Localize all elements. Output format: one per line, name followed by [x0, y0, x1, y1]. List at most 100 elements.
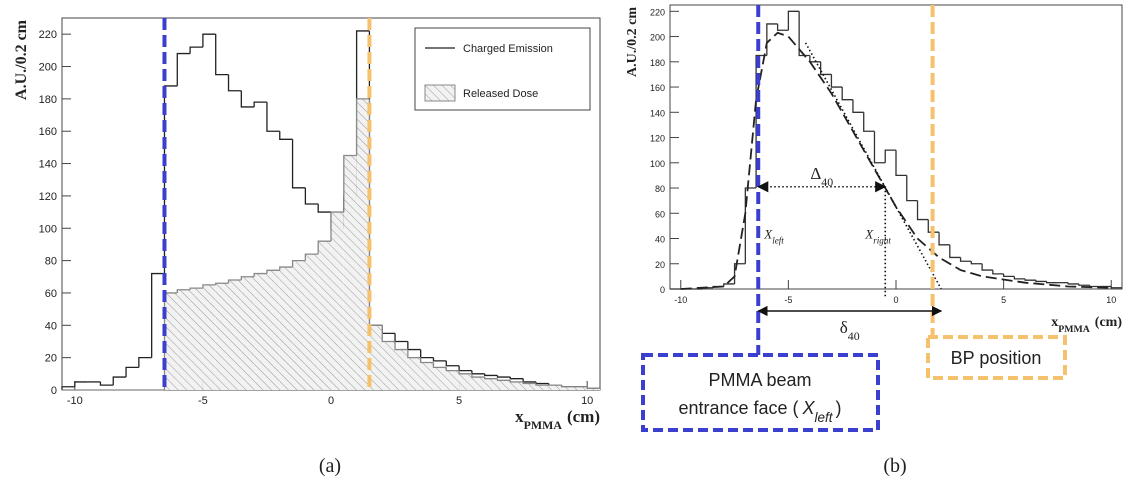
hist-bin-fill — [215, 283, 229, 390]
hist-bin — [227, 279, 242, 284]
hist-bin — [317, 204, 331, 213]
y-tick-label: 60 — [45, 288, 57, 300]
x-axis-label-base: x — [515, 407, 524, 426]
hist-bin-fill — [279, 267, 293, 390]
y-tick-label: 180 — [650, 58, 665, 68]
y-tick-label: 20 — [45, 353, 57, 365]
x-axis-label: xPMMA (cm) — [515, 407, 600, 432]
hist-bin-fill — [356, 98, 370, 390]
hist-bin — [420, 357, 434, 364]
hist-bin — [776, 23, 789, 31]
hist-bin-fill — [561, 386, 575, 390]
hist-bin — [74, 381, 88, 387]
hist-bin — [176, 289, 191, 293]
x-right-label-sub: right — [873, 236, 891, 246]
hist-bin — [535, 381, 549, 385]
y-tick-label: 0 — [51, 385, 57, 397]
hist-bin — [394, 341, 408, 351]
delta-40-label-base: Δ — [810, 164, 821, 183]
hist-bin — [560, 385, 575, 388]
y-tick-label: 140 — [39, 159, 57, 171]
hist-bin — [176, 52, 191, 86]
legend-swatch — [424, 84, 456, 102]
hist-bin — [992, 270, 1004, 275]
hist-bin — [151, 272, 165, 358]
hist-bin — [863, 112, 875, 132]
delta-small-label-sub: 40 — [848, 329, 860, 343]
hist-bin-fill — [471, 377, 485, 390]
x-left-label: Xleft — [763, 227, 784, 246]
y-tick-label: 40 — [655, 235, 665, 245]
hist-bin — [895, 150, 907, 177]
hist-bin — [496, 375, 511, 378]
x-left-label-base: X — [763, 227, 773, 242]
y-tick-label: 220 — [39, 29, 57, 41]
caption: (b) — [883, 455, 906, 477]
hist-bin-fill — [254, 273, 267, 390]
hist-bin — [420, 349, 434, 359]
hist-bin — [852, 99, 864, 113]
hist-bin-fill — [420, 362, 434, 390]
hist-bin-fill — [241, 276, 255, 390]
hist-bin — [830, 74, 843, 88]
hist-bin — [138, 357, 152, 368]
hist-bin — [202, 284, 216, 289]
x-tick-label: 5 — [1001, 295, 1006, 305]
y-tick-label: 100 — [39, 223, 57, 235]
hist-bin — [394, 333, 408, 343]
hist-bin — [798, 11, 810, 57]
hist-bin-fill — [331, 212, 344, 390]
hist-bin — [927, 219, 940, 233]
hist-bin — [445, 360, 460, 367]
hist-bin — [215, 282, 229, 285]
hist-bin — [744, 187, 757, 264]
hist-bin-fill — [190, 288, 203, 390]
x-axis-label-sub: PMMA — [1058, 324, 1090, 335]
entrance-var-sub: left — [815, 410, 834, 425]
hist-bin — [841, 87, 853, 101]
x-tick-label: 0 — [893, 295, 898, 305]
delta-40-label-sub: 40 — [821, 175, 833, 189]
hist-bin — [291, 259, 306, 268]
hist-bin — [820, 61, 832, 76]
hist-bin — [202, 33, 216, 48]
hist-bin — [458, 370, 472, 375]
hist-bin — [970, 261, 983, 265]
hist-bin-fill — [510, 381, 524, 390]
x-axis-label-base: x — [1051, 315, 1058, 330]
hist-bin — [407, 349, 421, 359]
hist-bin-fill — [343, 155, 357, 390]
hist-bin — [766, 23, 778, 56]
caption: (a) — [319, 455, 341, 477]
hist-bin — [484, 377, 498, 380]
hist-bin-fill — [164, 292, 178, 390]
tangent-line — [804, 42, 942, 290]
x-tick-label: -5 — [784, 295, 792, 305]
plot-frame — [669, 4, 1123, 290]
x-tick-label: 10 — [581, 395, 593, 407]
y-tick-label: 120 — [39, 191, 57, 203]
y-tick-label: 220 — [650, 7, 665, 17]
hist-bin — [215, 34, 229, 76]
hist-bin — [916, 200, 929, 221]
y-tick-label: 160 — [650, 83, 665, 93]
y-tick-label: 180 — [39, 94, 57, 106]
hist-bin — [873, 131, 886, 164]
hist-bin — [253, 272, 267, 277]
x-right-label-base: X — [864, 227, 874, 242]
hist-bin — [509, 377, 524, 380]
hist-bin — [266, 269, 280, 274]
hist-bin-fill — [266, 270, 280, 390]
hist-bin — [522, 381, 536, 385]
hist-bin — [253, 101, 267, 107]
hist-bin — [938, 232, 950, 246]
bp-label: BP position — [951, 348, 1042, 368]
x-tick-label: -10 — [674, 295, 687, 305]
hist-bin — [1046, 281, 1058, 284]
hist-bin — [432, 357, 447, 362]
entrance-box — [641, 353, 880, 432]
entrance-line2: entrance face (Xleft) — [678, 398, 841, 425]
hist-bin — [330, 211, 344, 242]
hist-bin — [723, 283, 735, 287]
